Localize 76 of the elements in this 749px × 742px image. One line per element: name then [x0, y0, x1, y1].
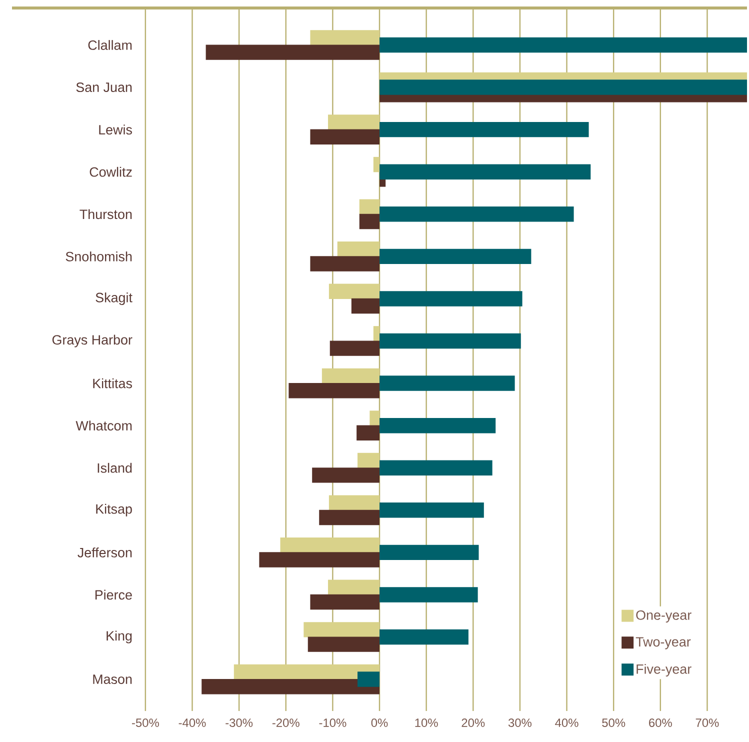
- y-tick-label: Cowlitz: [90, 166, 132, 177]
- bar: [358, 452, 380, 468]
- bar: [337, 242, 380, 257]
- legend-label: Two-year: [636, 637, 691, 650]
- x-tick-label: 60%: [649, 718, 672, 727]
- y-tick-label: Skagit: [96, 292, 132, 305]
- bar: [380, 37, 748, 53]
- bar: [380, 122, 589, 138]
- bar: [206, 44, 380, 60]
- y-tick-label: Kitsap: [96, 504, 132, 516]
- bar: [330, 340, 380, 356]
- legend-label: Five-year: [636, 664, 692, 676]
- bar: [380, 333, 521, 349]
- x-tick-label: -30%: [226, 718, 253, 727]
- bar: [328, 495, 380, 510]
- bar: [310, 256, 380, 272]
- x-tick-label: 20%: [462, 718, 485, 727]
- y-tick-label: Island: [98, 462, 132, 473]
- y-tick-label: Kittitas: [93, 378, 132, 388]
- x-tick-label: 0%: [371, 718, 388, 727]
- bar: [373, 156, 380, 172]
- bar: [310, 594, 380, 610]
- bar: [380, 544, 479, 560]
- bar: [328, 284, 380, 300]
- bar: [280, 538, 380, 553]
- y-tick-label: San Juan: [76, 82, 132, 92]
- bar: [310, 30, 380, 46]
- x-tick-label: -40%: [178, 718, 206, 727]
- bar: [351, 298, 380, 314]
- x-tick-label: 50%: [602, 718, 626, 727]
- bar: [328, 580, 380, 596]
- bar: [322, 368, 380, 384]
- bar: [308, 636, 380, 652]
- x-tick-label: 70%: [696, 718, 719, 727]
- y-tick-label: Whatcom: [76, 420, 132, 431]
- y-tick-label: Mason: [93, 674, 132, 684]
- bar: [380, 164, 591, 180]
- bar: [373, 326, 380, 342]
- y-tick-label: King: [106, 630, 132, 644]
- y-tick-label: Grays Harbor: [52, 334, 132, 348]
- y-tick-label: Pierce: [95, 590, 132, 600]
- y-tick-label: Thurston: [80, 209, 132, 220]
- bar: [319, 510, 380, 526]
- x-tick-label: -50%: [132, 718, 159, 727]
- bar: [380, 291, 522, 306]
- bar: [202, 678, 380, 694]
- bar: [380, 629, 468, 645]
- bar: [380, 587, 478, 602]
- bar: [380, 502, 484, 518]
- bar: [312, 468, 380, 483]
- bar: [380, 80, 748, 95]
- bar: [288, 382, 380, 398]
- bar: [259, 552, 380, 568]
- x-tick-label: 30%: [508, 718, 532, 727]
- bar: [380, 248, 532, 264]
- legend-label: One-year: [636, 610, 692, 623]
- x-tick-label: -20%: [272, 718, 300, 727]
- bar: [304, 622, 380, 638]
- y-tick-label: Jefferson: [78, 548, 132, 558]
- bar: [380, 418, 496, 434]
- bar: [359, 214, 380, 230]
- y-tick-label: Lewis: [99, 124, 132, 135]
- y-tick-label: Clallam: [88, 40, 132, 50]
- bar: [358, 672, 380, 687]
- y-tick-label: Snohomish: [66, 251, 132, 262]
- x-tick-label: 10%: [415, 718, 438, 727]
- bar: [380, 376, 515, 391]
- bar: [359, 199, 380, 214]
- bar: [328, 114, 380, 130]
- x-tick-label: -10%: [319, 718, 346, 727]
- bar: [310, 129, 380, 144]
- x-tick-label: 40%: [555, 718, 578, 727]
- bar: [380, 460, 492, 476]
- bar: [356, 425, 380, 441]
- bar: [370, 410, 380, 426]
- bar: [380, 206, 574, 222]
